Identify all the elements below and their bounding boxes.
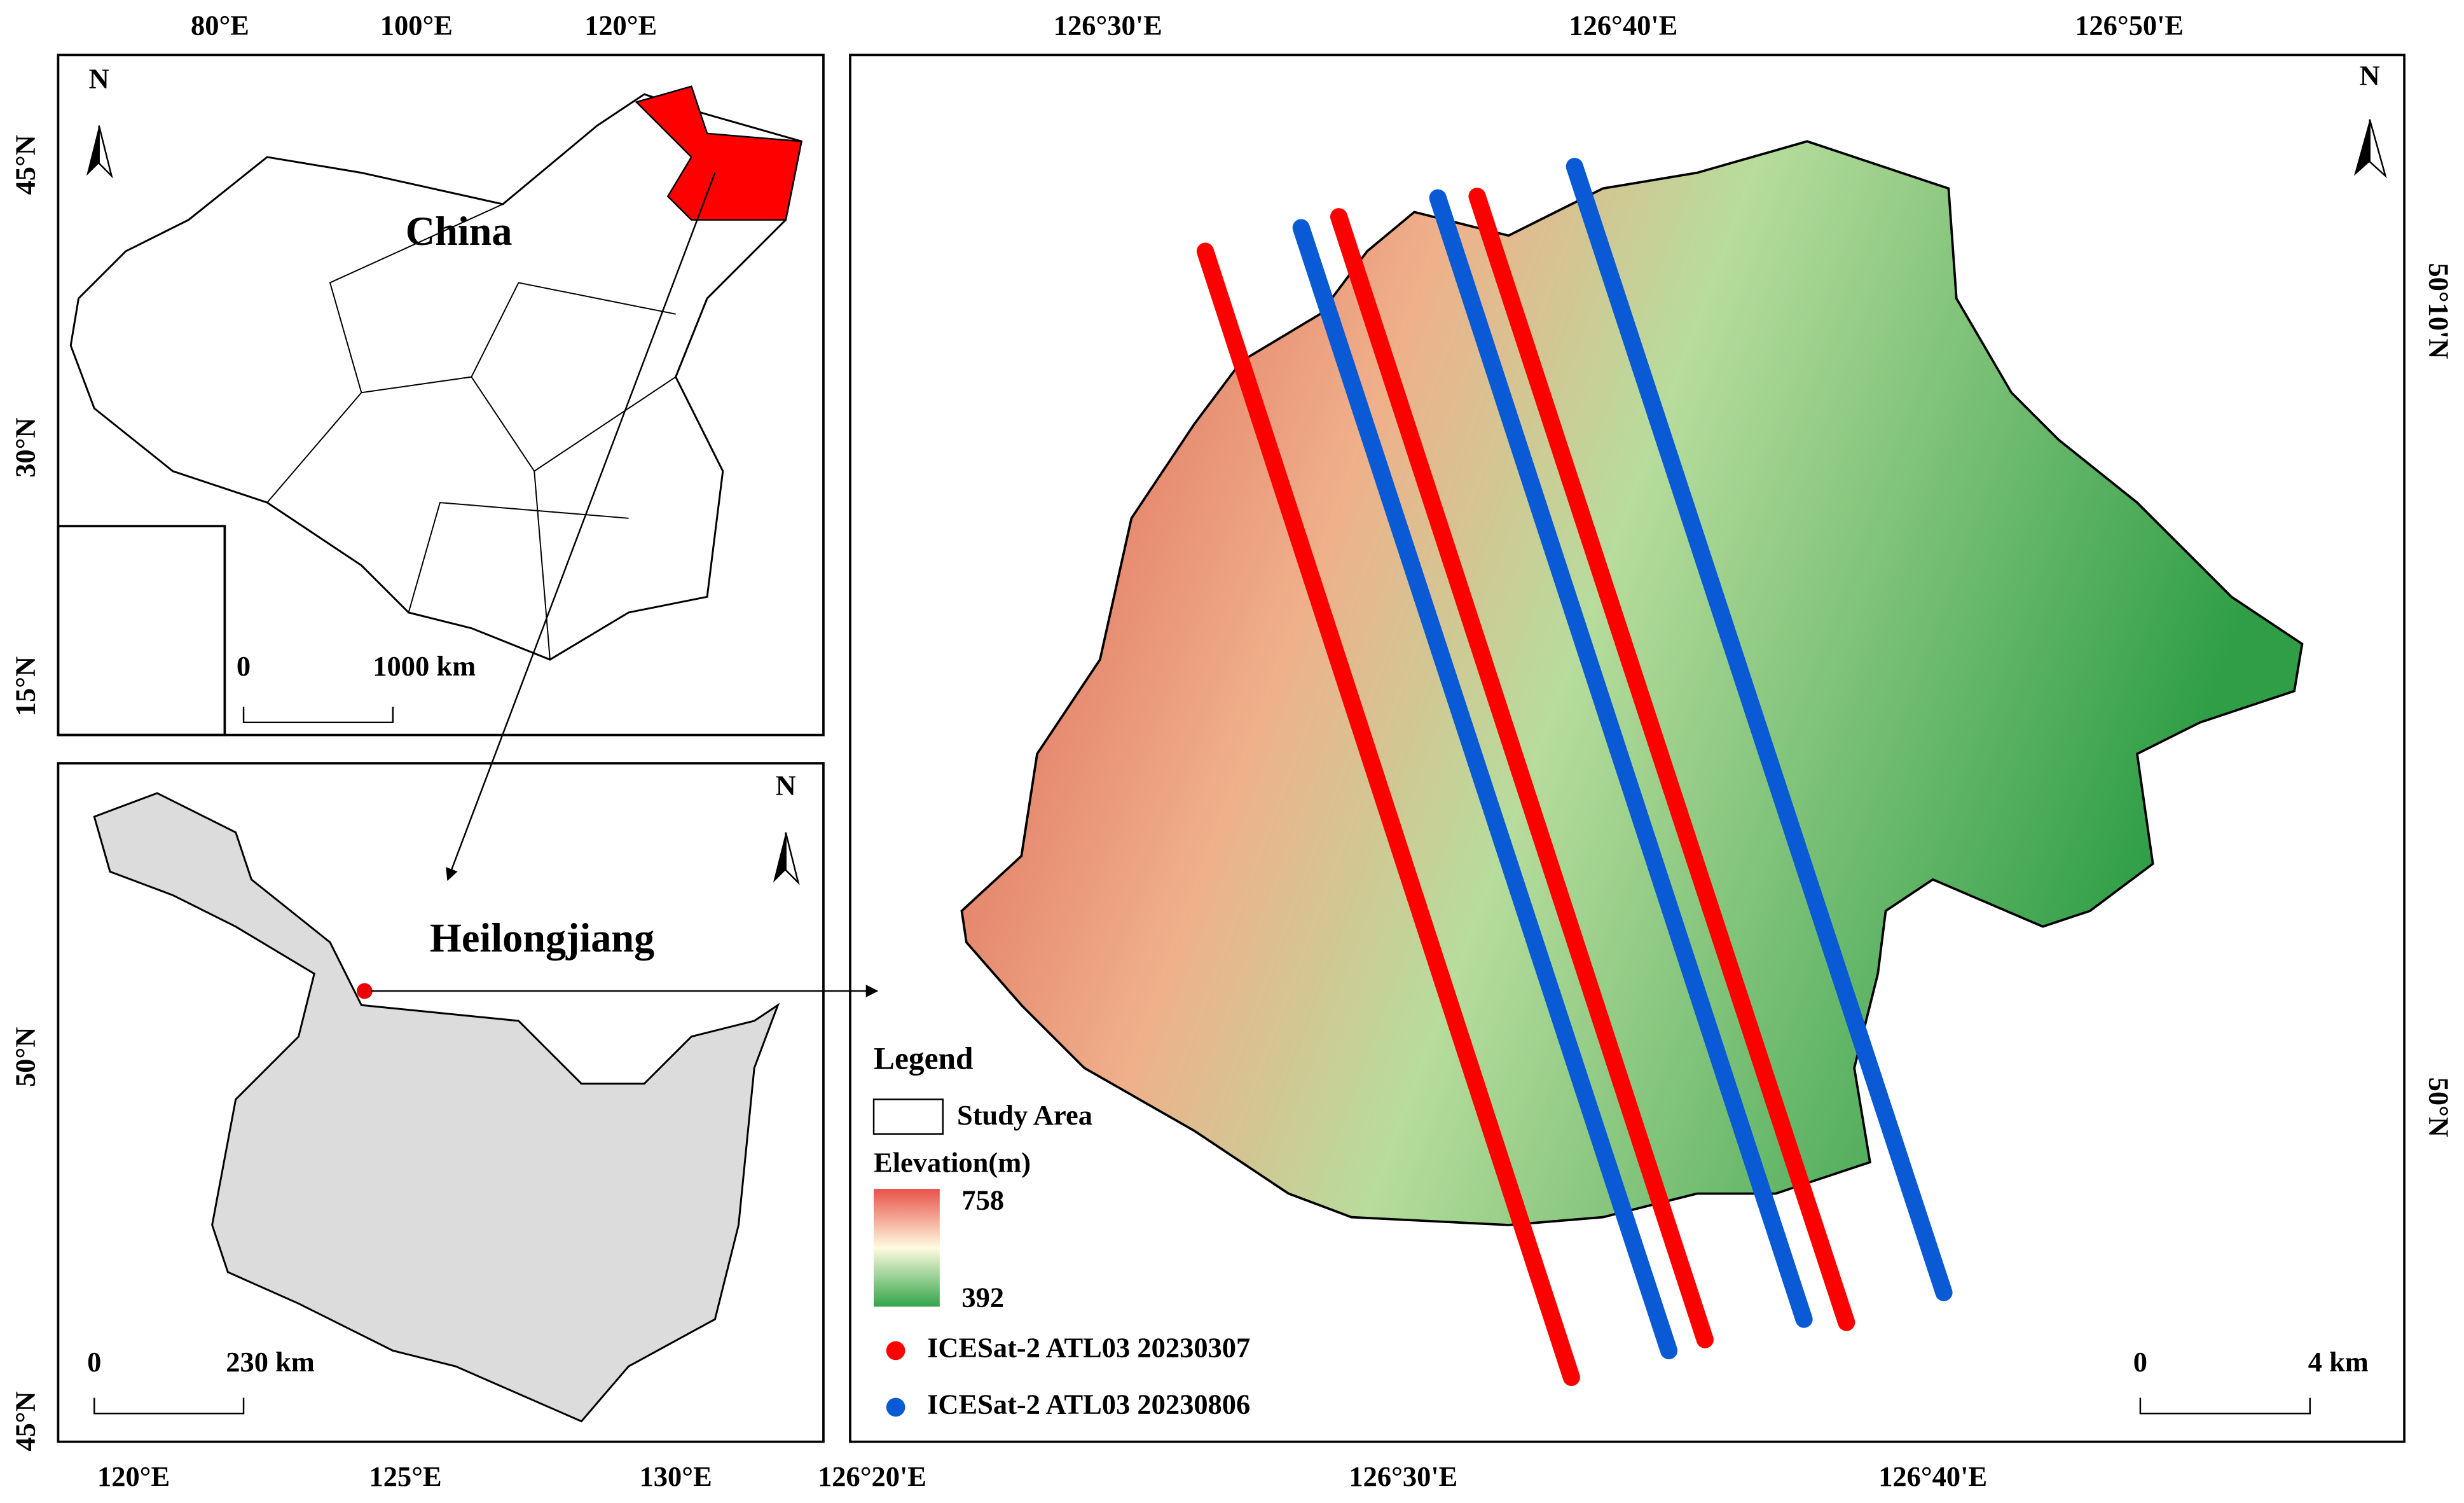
legend-label: Study Area: [957, 1099, 1092, 1131]
tick-label: 125°E: [369, 1460, 442, 1492]
scale-bar: [242, 707, 394, 724]
shape: [785, 832, 800, 885]
tracks: [1196, 158, 1953, 1387]
heilongjiang-highlight: [635, 85, 802, 221]
track-legend: ICESat-2 ATL03 20230307 ICESat-2 ATL03 20…: [886, 1332, 1250, 1420]
tick-label: 50°N: [2423, 1077, 2454, 1137]
legend-title: Legend: [874, 1041, 973, 1076]
tick-label: 50°10'N: [2423, 263, 2454, 359]
shape: [2354, 119, 2370, 176]
north-arrow: [86, 125, 113, 179]
track-swatch: [886, 1397, 905, 1417]
inset-frame: [57, 525, 226, 737]
study-location: [356, 983, 373, 999]
tick-label: 45°N: [10, 135, 41, 195]
shape: [2369, 119, 2387, 179]
track-line: [1468, 188, 1855, 1331]
tick-label: 100°E: [380, 10, 453, 41]
study-frame: [849, 53, 2405, 1443]
legend-label: Elevation(m): [874, 1146, 1031, 1178]
scale-bar: [93, 1397, 245, 1415]
shape: [98, 125, 113, 179]
north-label: N: [776, 770, 796, 801]
china-frame: [57, 53, 825, 737]
track-line: [1330, 208, 1714, 1348]
elevation-min: 392: [961, 1282, 1004, 1313]
tick-label: 50°N: [10, 1027, 41, 1087]
heilongjiang-frame: [57, 762, 825, 1443]
scale-bar: [2139, 1397, 2311, 1415]
tick-label: 126°20'E: [818, 1460, 926, 1492]
shape: [773, 832, 786, 883]
north-arrow: [773, 832, 800, 885]
track-line: [1196, 242, 1580, 1387]
heilongjiang-label: Heilongjiang: [430, 915, 654, 960]
scale-label: 0: [237, 650, 251, 682]
china-label: China: [406, 209, 513, 254]
tick-label: 126°40'E: [1878, 1460, 1987, 1492]
tick-label: 120°E: [97, 1460, 170, 1492]
tick-label: 80°E: [191, 10, 249, 41]
track-line: [1566, 158, 1953, 1301]
scale-label: 4 km: [2308, 1346, 2369, 1378]
tick-label: 126°30'E: [1054, 10, 1162, 41]
shape: [86, 125, 99, 176]
legend-label: ICESat-2 ATL03 20230307: [927, 1332, 1250, 1364]
track-line: [1429, 189, 1813, 1328]
tick-label: 15°N: [10, 656, 41, 716]
scale-label: 0: [87, 1346, 101, 1378]
north-label: N: [2360, 60, 2380, 92]
tick-label: 126°30'E: [1349, 1460, 1457, 1492]
tick-label: 130°E: [640, 1460, 712, 1492]
tick-label: 126°40'E: [1569, 10, 1677, 41]
legend-label: ICESat-2 ATL03 20230806: [927, 1389, 1250, 1420]
scale-label: 1000 km: [373, 650, 476, 682]
tick-label: 126°50'E: [2075, 10, 2184, 41]
study-area-swatch: [872, 1098, 944, 1135]
track-line: [1292, 219, 1678, 1360]
link-arrow: [446, 172, 716, 882]
frames: [57, 53, 2405, 1443]
scale-label: 230 km: [226, 1346, 315, 1378]
track-swatch: [886, 1341, 905, 1361]
tick-label: 45°N: [10, 1391, 41, 1451]
heilongjiang-outline: [93, 792, 780, 1423]
north-arrow: [2354, 119, 2387, 179]
scale-label: 0: [2133, 1346, 2147, 1378]
tick-label: 30°N: [10, 418, 41, 478]
elevation-ramp: [874, 1189, 940, 1307]
north-label: N: [89, 63, 109, 95]
elevation-max: 758: [961, 1184, 1004, 1216]
tick-label: 120°E: [584, 10, 657, 41]
province-borders: [266, 204, 677, 660]
